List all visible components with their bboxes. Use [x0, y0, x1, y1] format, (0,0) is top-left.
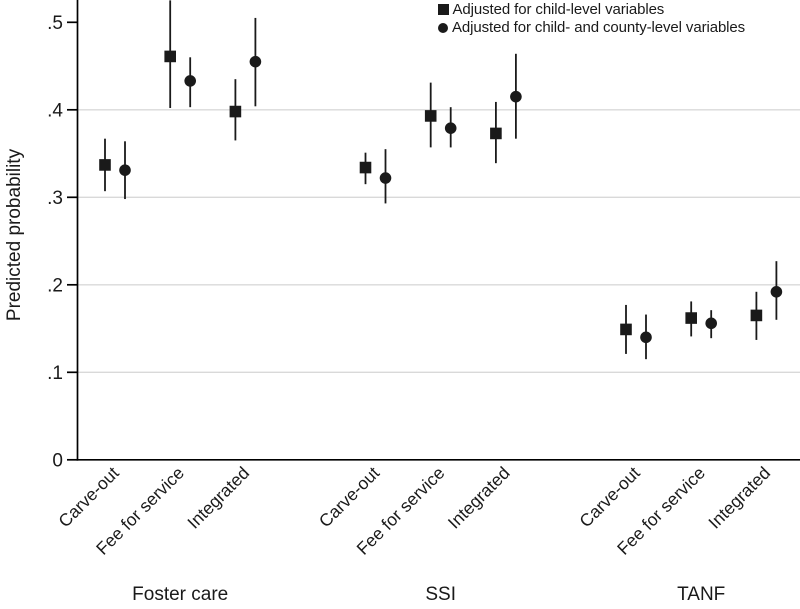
y-tick-label: .1	[47, 363, 63, 384]
circle-marker	[379, 172, 392, 184]
legend: Adjusted for child-level variables Adjus…	[438, 0, 745, 37]
square-marker	[229, 105, 242, 118]
square-marker	[490, 127, 502, 140]
y-tick-label: 0	[52, 450, 63, 471]
circle-marker	[705, 317, 717, 330]
circle-marker	[770, 286, 783, 298]
category-tick-label: Integrated	[444, 463, 514, 533]
legend-label-child-level: Adjusted for child-level variables	[452, 0, 665, 18]
circle-marker-icon	[438, 22, 448, 33]
y-tick-label: .3	[47, 188, 63, 209]
y-tick-label: .5	[47, 13, 63, 34]
square-marker	[99, 159, 111, 171]
square-marker	[359, 161, 372, 174]
circle-marker	[249, 55, 262, 68]
square-marker	[750, 309, 763, 322]
category-tick-label: Carve-out	[575, 463, 644, 532]
square-marker	[620, 323, 632, 336]
square-marker	[424, 110, 437, 122]
square-marker	[164, 50, 176, 63]
category-tick-label: Carve-out	[315, 463, 384, 532]
square-marker-icon	[438, 4, 449, 15]
y-tick-label: .4	[47, 100, 63, 121]
y-tick-label: .2	[47, 275, 63, 296]
circle-marker	[119, 164, 131, 176]
category-tick-label: Integrated	[183, 463, 253, 533]
y-axis-title: Predicted probability	[4, 148, 25, 322]
category-tick-label: Carve-out	[54, 463, 123, 532]
circle-marker	[510, 90, 522, 103]
legend-item-child-level: Adjusted for child-level variables	[438, 0, 745, 19]
group-label: TANF	[677, 584, 725, 605]
legend-item-child-county-level: Adjusted for child- and county-level var…	[438, 19, 745, 38]
category-tick-label: Integrated	[704, 463, 774, 533]
square-marker	[685, 312, 697, 324]
legend-label-child-county-level: Adjusted for child- and county-level var…	[452, 19, 746, 37]
circle-marker	[444, 122, 457, 134]
group-label: SSI	[425, 584, 456, 605]
group-label: Foster care	[132, 584, 228, 605]
circle-marker	[184, 75, 196, 87]
circle-marker	[640, 331, 652, 344]
